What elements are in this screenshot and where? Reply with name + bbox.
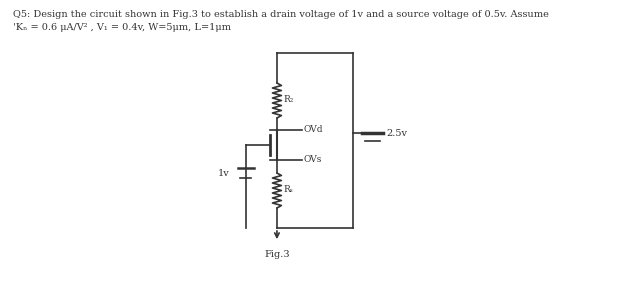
Text: R₂: R₂	[283, 96, 294, 105]
Text: OVs: OVs	[304, 156, 322, 164]
Text: 1v: 1v	[218, 168, 230, 177]
Text: 'Kₙ = 0.6 μA/V² , V₁ = 0.4v, W=5μm, L=1μm: 'Kₙ = 0.6 μA/V² , V₁ = 0.4v, W=5μm, L=1μ…	[14, 23, 232, 32]
Text: Q5: Design the circuit shown in Fig.3 to establish a drain voltage of 1v and a s: Q5: Design the circuit shown in Fig.3 to…	[14, 10, 550, 19]
Text: Fig.3: Fig.3	[264, 250, 290, 259]
Text: Rₛ: Rₛ	[283, 185, 293, 194]
Text: 2.5v: 2.5v	[386, 128, 407, 137]
Text: OVd: OVd	[304, 126, 324, 134]
